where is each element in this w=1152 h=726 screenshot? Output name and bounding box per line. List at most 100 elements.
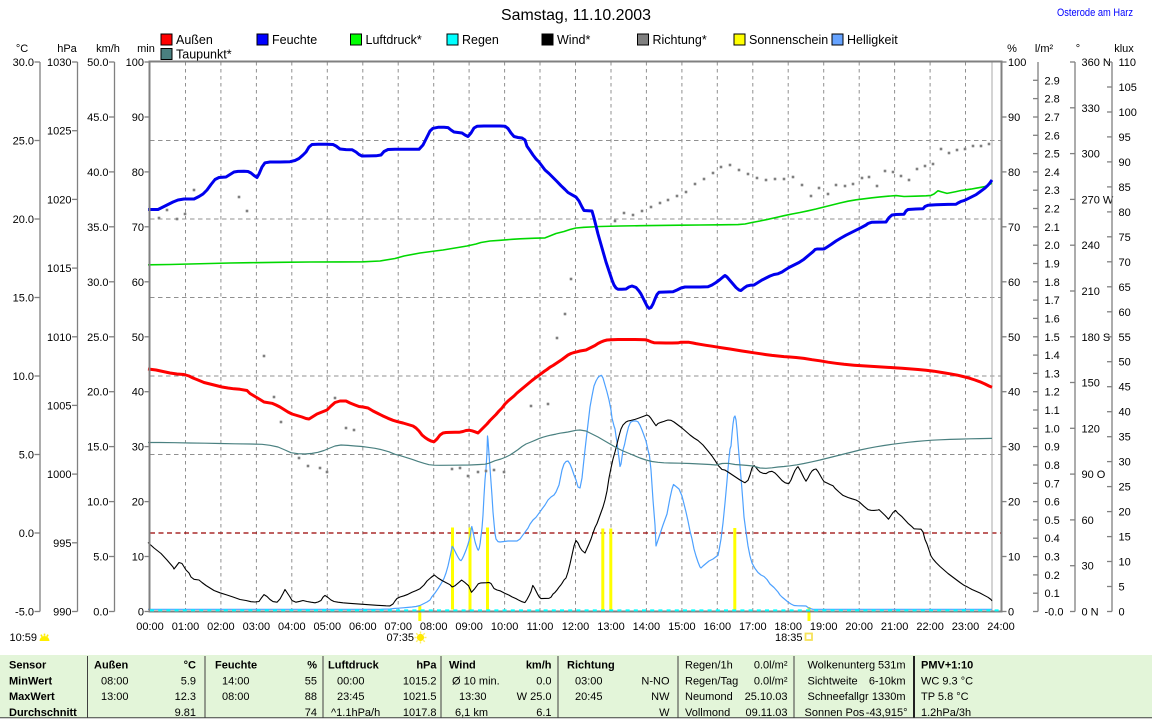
svg-text:01:00: 01:00 — [172, 621, 200, 633]
svg-text:50.0: 50.0 — [87, 57, 108, 69]
svg-text:Richtung: Richtung — [567, 660, 615, 672]
svg-text:Außen: Außen — [94, 660, 129, 672]
svg-text:1.0: 1.0 — [1045, 423, 1060, 435]
svg-text:0.6: 0.6 — [1045, 497, 1060, 509]
svg-text:2.1: 2.1 — [1045, 222, 1060, 234]
svg-text:60: 60 — [1119, 307, 1131, 319]
svg-text:30: 30 — [1119, 457, 1131, 469]
svg-text:88: 88 — [305, 691, 317, 703]
svg-text:hPa: hPa — [57, 43, 77, 55]
svg-text:5: 5 — [1119, 582, 1125, 594]
svg-text:2.7: 2.7 — [1045, 112, 1060, 124]
svg-text:03:00: 03:00 — [575, 675, 603, 687]
svg-text:70: 70 — [1008, 222, 1020, 234]
svg-text:5.0: 5.0 — [19, 450, 34, 462]
svg-text:0.0: 0.0 — [19, 528, 34, 540]
svg-text:6.1: 6.1 — [536, 707, 551, 719]
svg-text:20: 20 — [132, 497, 144, 509]
svg-text:0.7: 0.7 — [1045, 478, 1060, 490]
svg-text:60: 60 — [132, 277, 144, 289]
svg-text:23:45: 23:45 — [337, 691, 365, 703]
svg-text:km/h: km/h — [96, 43, 120, 55]
svg-text:klux: klux — [1114, 43, 1134, 55]
svg-text:65: 65 — [1119, 282, 1131, 294]
svg-text:WC 9.3 °C: WC 9.3 °C — [921, 675, 973, 687]
svg-text:240: 240 — [1082, 240, 1100, 252]
svg-text:210: 210 — [1082, 286, 1100, 298]
svg-text:08:00: 08:00 — [222, 691, 250, 703]
svg-text:990: 990 — [53, 607, 71, 619]
svg-text:5.0: 5.0 — [93, 552, 108, 564]
svg-text:1017.8: 1017.8 — [403, 707, 437, 719]
svg-text:40.0: 40.0 — [87, 167, 108, 179]
svg-text:0 N: 0 N — [1082, 607, 1099, 619]
svg-text:75: 75 — [1119, 232, 1131, 244]
svg-text:45: 45 — [1119, 382, 1131, 394]
svg-text:80: 80 — [1119, 207, 1131, 219]
svg-text:10:00: 10:00 — [491, 621, 519, 633]
svg-text:55: 55 — [305, 675, 317, 687]
svg-text:0: 0 — [1008, 607, 1014, 619]
svg-text:2.6: 2.6 — [1045, 130, 1060, 142]
svg-text:90: 90 — [132, 112, 144, 124]
svg-text:0.3: 0.3 — [1045, 552, 1060, 564]
svg-text:1.2: 1.2 — [1045, 387, 1060, 399]
svg-text:30: 30 — [132, 442, 144, 454]
svg-text:15.0: 15.0 — [87, 442, 108, 454]
svg-text:Helligkeit: Helligkeit — [847, 33, 898, 47]
svg-text:TP 5.8 °C: TP 5.8 °C — [921, 691, 969, 703]
svg-text:180 S: 180 S — [1082, 332, 1111, 344]
svg-text:20: 20 — [1119, 507, 1131, 519]
svg-text:Luftdruck*: Luftdruck* — [366, 33, 422, 47]
svg-text:00:00: 00:00 — [337, 675, 365, 687]
svg-text:05:00: 05:00 — [314, 621, 342, 633]
svg-text:hPa: hPa — [416, 660, 437, 672]
svg-text:10: 10 — [1008, 552, 1020, 564]
svg-text:10:59: 10:59 — [9, 632, 37, 644]
svg-text:Sensor: Sensor — [9, 660, 47, 672]
svg-text:35.0: 35.0 — [87, 222, 108, 234]
svg-text:18:35: 18:35 — [775, 632, 803, 644]
svg-text:2.5: 2.5 — [1045, 149, 1060, 161]
svg-text:85: 85 — [1119, 182, 1131, 194]
svg-text:120: 120 — [1082, 423, 1100, 435]
svg-text:9.81: 9.81 — [175, 707, 196, 719]
svg-text:24:00: 24:00 — [987, 621, 1015, 633]
svg-text:1.6: 1.6 — [1045, 313, 1060, 325]
svg-text:14:00: 14:00 — [222, 675, 250, 687]
svg-text:110: 110 — [1119, 57, 1137, 69]
svg-text:40: 40 — [1008, 387, 1020, 399]
svg-text:2.8: 2.8 — [1045, 94, 1060, 106]
svg-text:40: 40 — [132, 387, 144, 399]
svg-text:14:00: 14:00 — [633, 621, 661, 633]
svg-text:0: 0 — [138, 607, 144, 619]
svg-text:-0.0: -0.0 — [1045, 607, 1064, 619]
svg-text:1020: 1020 — [47, 194, 71, 206]
svg-text:Samstag, 11.10.2003: Samstag, 11.10.2003 — [501, 7, 651, 24]
svg-text:N-NO: N-NO — [641, 675, 670, 687]
svg-text:40: 40 — [1119, 407, 1131, 419]
svg-text:PMV+1:10: PMV+1:10 — [921, 660, 973, 672]
svg-text:Ø 10 min.: Ø 10 min. — [452, 675, 500, 687]
svg-text:Sonnenschein: Sonnenschein — [749, 33, 828, 47]
svg-text:Sonnen Pos: Sonnen Pos — [805, 707, 865, 719]
svg-text:0.0: 0.0 — [93, 607, 108, 619]
svg-text:90 O: 90 O — [1082, 469, 1106, 481]
svg-text:0.0l/m²: 0.0l/m² — [754, 675, 788, 687]
svg-text:1.9: 1.9 — [1045, 259, 1060, 271]
svg-text:15.0: 15.0 — [13, 293, 34, 305]
svg-text:^1.1hPa/h: ^1.1hPa/h — [331, 707, 380, 719]
svg-text:02:00: 02:00 — [207, 621, 235, 633]
svg-text:1.1: 1.1 — [1045, 405, 1060, 417]
svg-text:km/h: km/h — [526, 660, 552, 672]
svg-text:Feuchte: Feuchte — [215, 660, 257, 672]
svg-text:Schneefallgr: Schneefallgr — [808, 691, 869, 703]
svg-text:1330m: 1330m — [872, 691, 906, 703]
svg-text:1.8: 1.8 — [1045, 277, 1060, 289]
svg-text:100: 100 — [1008, 57, 1026, 69]
svg-text:MaxWert: MaxWert — [9, 691, 55, 703]
svg-text:NW: NW — [651, 691, 670, 703]
svg-text:1.5: 1.5 — [1045, 332, 1060, 344]
svg-text:15:00: 15:00 — [668, 621, 696, 633]
svg-text:11:00: 11:00 — [527, 621, 554, 633]
